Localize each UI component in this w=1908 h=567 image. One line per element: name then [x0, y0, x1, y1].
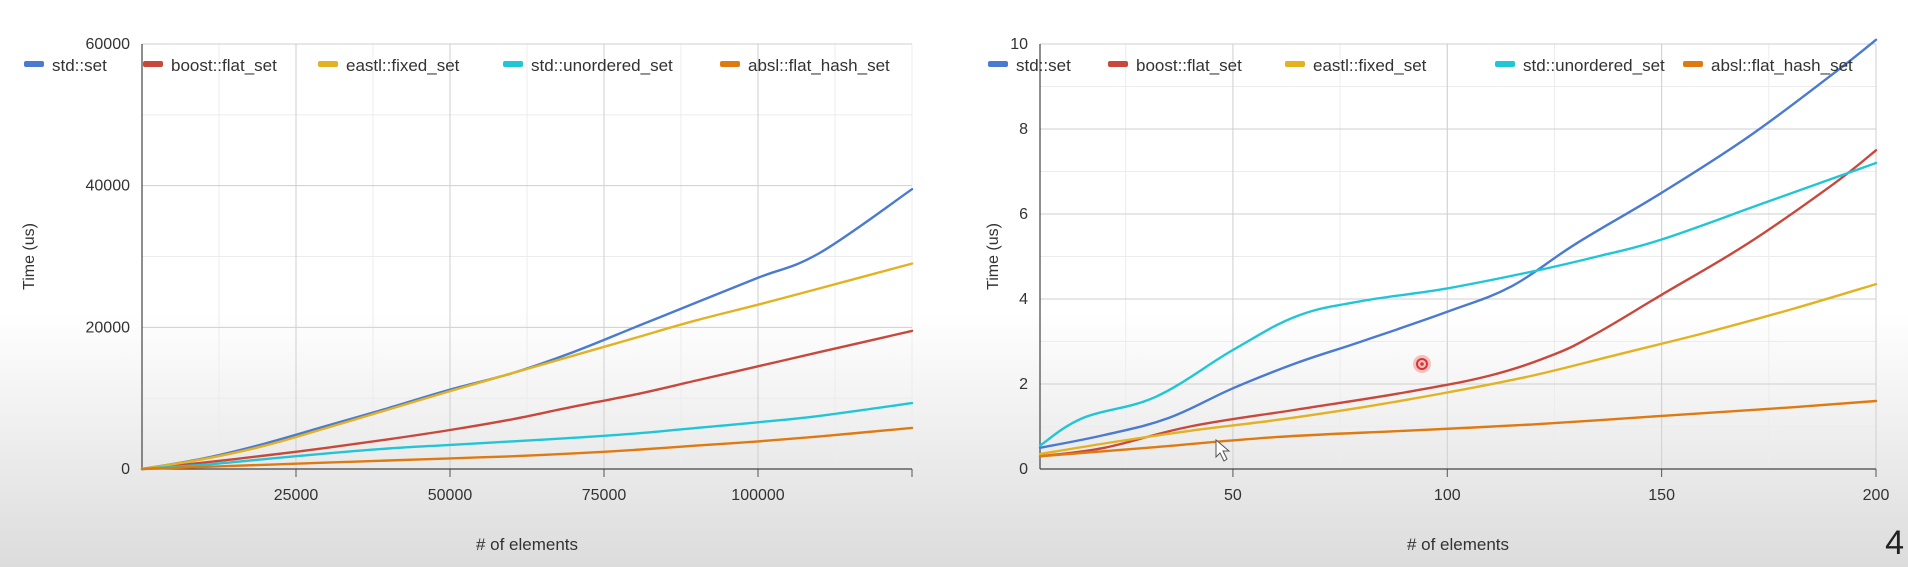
pointer-ring	[1416, 358, 1428, 370]
legend-label: std::set	[52, 56, 107, 75]
y-tick-label: 6	[1019, 206, 1028, 223]
legend-label: boost::flat_set	[171, 56, 277, 75]
y-axis-label: Time (us)	[985, 223, 1002, 290]
y-tick-label: 8	[1019, 121, 1028, 138]
y-tick-label: 0	[1019, 461, 1028, 478]
legend-label: std::unordered_set	[1523, 56, 1665, 75]
x-tick-label: 50	[1224, 487, 1242, 504]
legend-label: absl::flat_hash_set	[1711, 56, 1853, 75]
series-line	[140, 401, 914, 471]
legend-swatch	[143, 61, 163, 67]
x-axis-label: # of elements	[476, 535, 578, 554]
x-tick-label: 75000	[582, 487, 627, 504]
slide-number: 4	[1885, 524, 1904, 562]
y-tick-label: 4	[1019, 291, 1028, 308]
legend-swatch	[24, 61, 44, 67]
y-tick-label: 10	[1010, 36, 1028, 53]
series-line	[140, 262, 914, 471]
legend-swatch	[318, 61, 338, 67]
series-line	[1038, 282, 1878, 456]
pointer-dot	[1420, 362, 1424, 366]
mouse-cursor-icon	[1215, 438, 1231, 462]
series-line	[1038, 38, 1878, 449]
legend-label: boost::flat_set	[1136, 56, 1242, 75]
x-tick-label: 50000	[428, 487, 473, 504]
legend-label: eastl::fixed_set	[346, 56, 460, 75]
pointer-highlight-icon	[1413, 355, 1431, 373]
y-axis-label: Time (us)	[21, 223, 38, 290]
legend-label: absl::flat_hash_set	[748, 56, 890, 75]
series-line	[140, 329, 914, 471]
x-tick-label: 200	[1863, 487, 1890, 504]
legend-swatch	[988, 61, 1008, 67]
legend-swatch	[1108, 61, 1128, 67]
series-line	[1038, 399, 1878, 458]
legend-swatch	[720, 61, 740, 67]
legend-swatch	[503, 61, 523, 67]
x-tick-label: 100000	[731, 487, 784, 504]
series-line	[140, 426, 914, 471]
x-tick-label: 150	[1648, 487, 1675, 504]
y-tick-label: 60000	[86, 36, 131, 53]
y-tick-label: 2	[1019, 376, 1028, 393]
legend-swatch	[1495, 61, 1515, 67]
y-tick-label: 20000	[86, 319, 131, 336]
legend-label: std::set	[1016, 56, 1071, 75]
x-tick-label: 25000	[274, 487, 319, 504]
legend-swatch	[1683, 61, 1703, 67]
legend-label: std::unordered_set	[531, 56, 673, 75]
series-line	[1038, 161, 1878, 447]
x-tick-label: 100	[1434, 487, 1461, 504]
y-tick-label: 40000	[86, 178, 131, 195]
chart-panel-1: 0 20000 40000 60000 25000 50000 75000 100000 std…	[21, 36, 914, 554]
series-line	[1038, 149, 1878, 458]
legend-swatch	[1285, 61, 1305, 67]
x-axis-label: # of elements	[1407, 535, 1509, 554]
y-tick-label: 0	[121, 461, 130, 478]
legend-label: eastl::fixed_set	[1313, 56, 1427, 75]
